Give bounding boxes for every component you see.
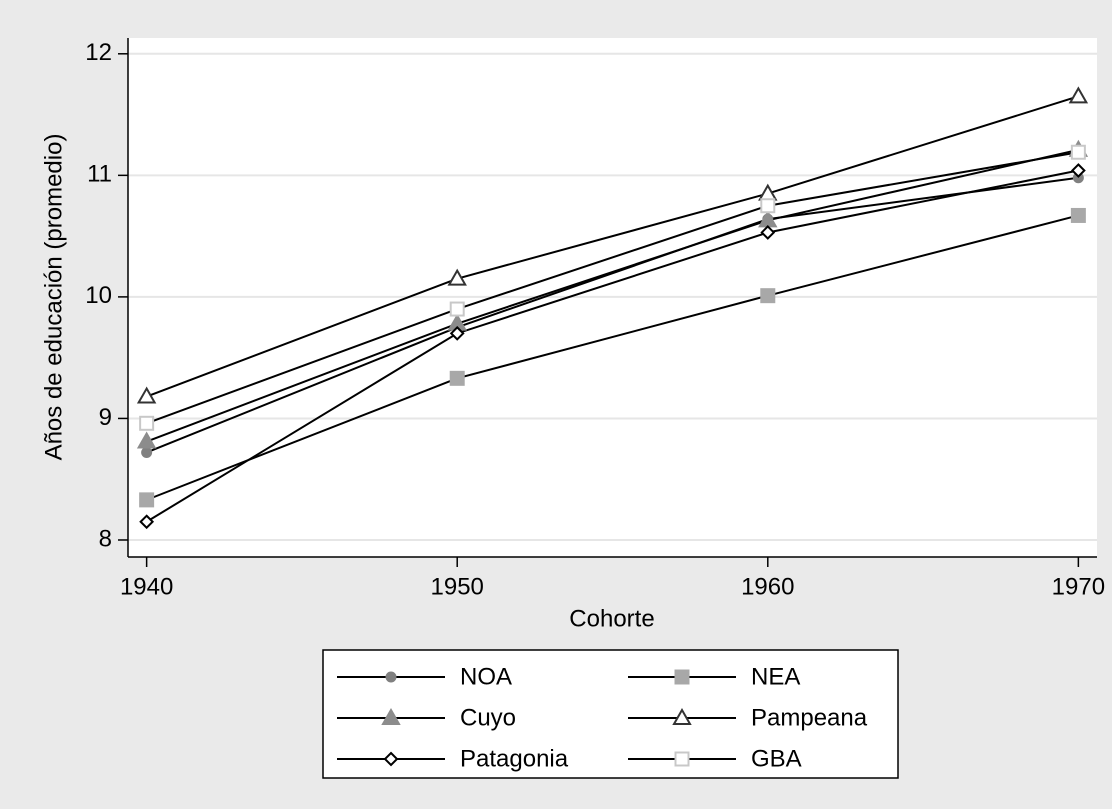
y-tick-label: 8	[99, 525, 112, 552]
data-point	[139, 492, 155, 508]
data-point	[1070, 207, 1086, 223]
data-point	[449, 370, 465, 386]
legend-label: NEA	[751, 663, 800, 690]
legend-marker	[385, 671, 397, 683]
data-point	[136, 386, 157, 404]
x-tick-label: 1960	[741, 573, 794, 600]
legend-marker	[674, 751, 690, 767]
data-point	[760, 225, 776, 240]
legend-label: GBA	[751, 745, 802, 772]
data-point	[760, 198, 776, 214]
data-point	[760, 288, 776, 304]
data-point	[447, 268, 467, 286]
legend	[322, 649, 899, 779]
legend-label: Pampeana	[751, 704, 868, 731]
series-line	[146, 151, 1079, 425]
data-point	[139, 415, 155, 431]
series-line	[146, 214, 1079, 501]
x-tick-label: 1940	[120, 573, 173, 600]
legend-marker	[672, 707, 692, 725]
y-tick-label: 10	[85, 282, 112, 309]
y-tick-label: 12	[85, 39, 112, 66]
x-tick-label: 1950	[431, 573, 484, 600]
data-point	[1070, 163, 1086, 178]
legend-marker	[674, 669, 690, 685]
data-point	[136, 431, 157, 449]
data-point	[141, 446, 153, 458]
data-point	[449, 325, 465, 341]
data-point	[1070, 144, 1086, 160]
y-tick-label: 9	[99, 404, 112, 431]
series-line	[146, 169, 1079, 523]
data-point	[449, 301, 465, 317]
data-point	[139, 514, 155, 530]
legend-label: NOA	[460, 663, 512, 690]
data-point	[1068, 86, 1089, 104]
x-axis-label: Cohorte	[569, 605, 654, 632]
legend-label: Patagonia	[460, 745, 569, 772]
legend-marker	[383, 751, 399, 767]
y-axis-label: Años de educación (promedio)	[40, 134, 67, 461]
series-line	[146, 148, 1079, 443]
y-tick-label: 11	[87, 161, 112, 188]
series-line	[146, 176, 1079, 454]
x-tick-label: 1970	[1052, 573, 1105, 600]
legend-label: Cuyo	[460, 704, 516, 731]
legend-marker	[381, 707, 401, 725]
series-line	[146, 95, 1079, 398]
